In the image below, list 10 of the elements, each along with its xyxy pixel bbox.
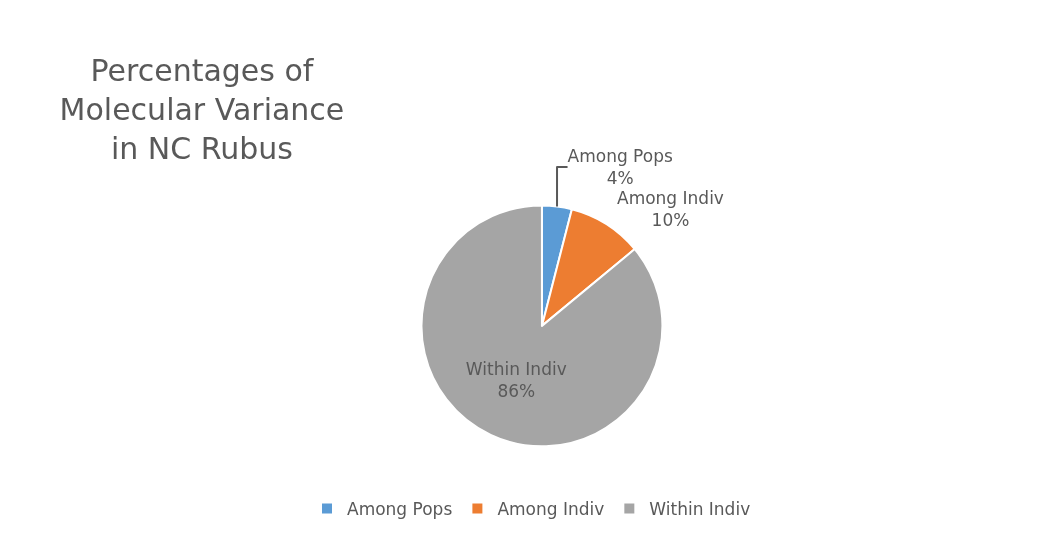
legend-label: Within Indiv bbox=[649, 499, 751, 520]
slice-label: Within Indiv bbox=[465, 359, 567, 380]
chart-title: Percentages of Molecular Variance in NC Rubus bbox=[59, 52, 345, 166]
data-label: 4% bbox=[606, 168, 634, 189]
legend-label: Among Indiv bbox=[497, 499, 605, 520]
slice-label: Among Pops bbox=[567, 146, 673, 167]
data-label: 86% bbox=[497, 381, 536, 402]
legend-label: Among Pops bbox=[347, 499, 453, 520]
data-label: 10% bbox=[651, 210, 690, 231]
slice-label: Among Indiv bbox=[617, 188, 724, 209]
